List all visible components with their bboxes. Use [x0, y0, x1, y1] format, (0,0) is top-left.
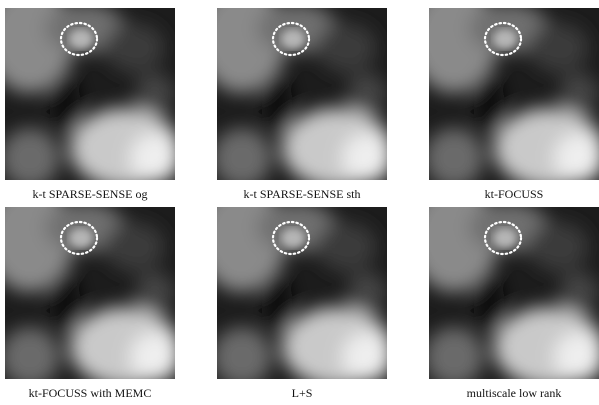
panel: multiscale low rank: [409, 182, 599, 400]
panel: kt-FOCUSS with MEMC: [0, 182, 180, 400]
caption: multiscale low rank: [467, 386, 562, 400]
image: [409, 0, 599, 188]
image: [197, 0, 392, 188]
panel-image: [409, 0, 599, 188]
panel: k-t SPARSE-SENSE sth: [197, 0, 392, 201]
caption: L+S: [292, 386, 313, 400]
caption: k-t SPARSE-SENSE sth: [244, 187, 361, 201]
panel-image: [0, 182, 180, 387]
image: [0, 182, 180, 387]
image: [0, 0, 180, 188]
panel-image: [197, 0, 392, 188]
figure: k-t SPARSE-SENSE og k-t SPARSE-SENSE sth k…: [0, 0, 599, 405]
panel: kt-FOCUSS: [409, 0, 599, 201]
caption: kt-FOCUSS with MEMC: [29, 386, 152, 400]
image: [197, 182, 392, 387]
page: k-t SPARSE-SENSE og k-t SPARSE-SENSE sth k…: [0, 0, 599, 405]
panel-image: [197, 182, 392, 387]
caption: k-t SPARSE-SENSE og: [33, 187, 148, 201]
image: [409, 182, 599, 387]
panel-image: [409, 182, 599, 387]
panel: L+S: [197, 182, 392, 400]
panel-image: [0, 0, 180, 188]
panel: k-t SPARSE-SENSE og: [0, 0, 180, 201]
caption: kt-FOCUSS: [485, 187, 544, 201]
